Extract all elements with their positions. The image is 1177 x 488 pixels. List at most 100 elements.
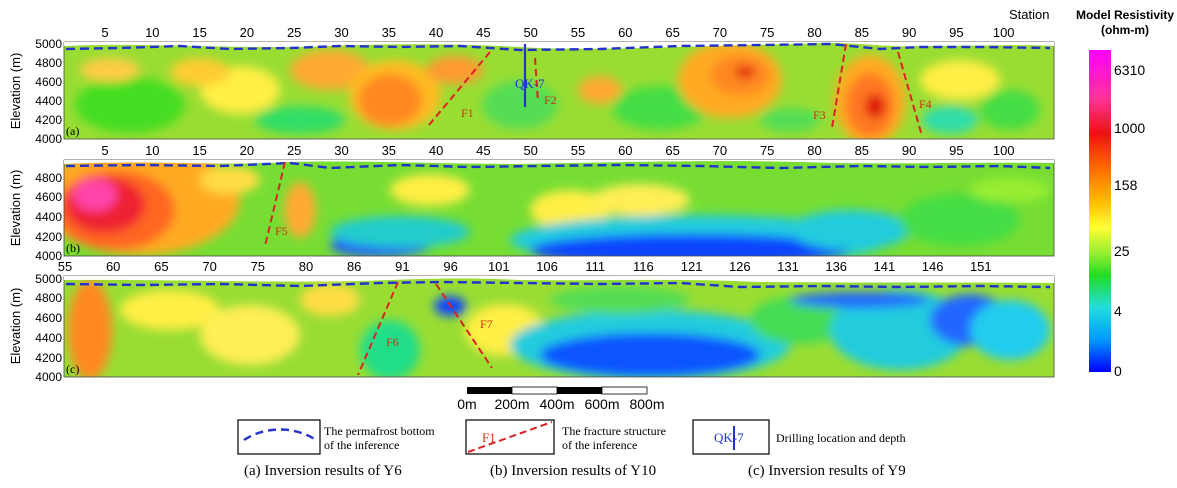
- colorbar-tick-label: 158: [1114, 177, 1138, 193]
- station-tick-label: 25: [287, 25, 301, 40]
- fault-line-f6: [357, 281, 399, 376]
- station-tick-label: 75: [760, 25, 774, 40]
- station-tick-label: 40: [429, 143, 443, 158]
- fault-label-f5: F5: [275, 224, 288, 238]
- station-tick-label: 80: [299, 259, 313, 274]
- caption-a: (a) Inversion results of Y6: [244, 463, 402, 479]
- station-tick-label: 95: [949, 143, 963, 158]
- scale-label: 200m: [494, 396, 529, 412]
- borehole-label: QK-7: [515, 76, 545, 91]
- elevation-tick-label: 4400: [35, 210, 62, 224]
- panel-a-topography: [64, 42, 1054, 49]
- legend-fracture-sample: F1: [482, 430, 496, 445]
- station-tick-label: 90: [902, 25, 916, 40]
- legend: The permafrost bottom of the inference F…: [237, 419, 906, 455]
- station-tick-label: 55: [58, 259, 72, 274]
- station-tick-label: 95: [949, 25, 963, 40]
- station-tick-label: 55: [571, 25, 585, 40]
- scale-labels: 0m 200m 400m 600m 800m: [457, 396, 664, 412]
- fault-line-f1: [428, 51, 491, 126]
- elevation-tick-label: 4800: [35, 291, 62, 305]
- panel-c-y-axis-label: Elevation (m): [8, 288, 23, 365]
- station-tick-label: 141: [874, 259, 896, 274]
- panel-a-station-ticks: 5 10 15 20 25 30 35 40 45 50 55 60 65 70 75 80 85 90 95 100: [101, 25, 1014, 40]
- station-tick-label: 106: [536, 259, 558, 274]
- fault-line-f5: [264, 161, 286, 247]
- station-tick-label: 65: [665, 25, 679, 40]
- panel-c-resistivity-section: [64, 276, 1054, 377]
- station-tick-label: 91: [395, 259, 409, 274]
- colorbar-tick-label: 0: [1114, 363, 1122, 379]
- station-tick-label: 35: [382, 143, 396, 158]
- station-tick-label: 50: [523, 143, 537, 158]
- scale-bar: 0m 200m 400m 600m 800m: [457, 386, 665, 412]
- station-tick-label: 151: [970, 259, 992, 274]
- fault-label-f7: F7: [480, 317, 493, 331]
- elevation-tick-label: 4600: [35, 190, 62, 204]
- station-tick-label: 30: [334, 25, 348, 40]
- elevation-tick-label: 5000: [35, 37, 62, 51]
- legend-fracture-swatch: [467, 421, 553, 453]
- panel-c-permafrost-line: [65, 280, 1051, 289]
- station-tick-label: 85: [855, 25, 869, 40]
- panel-b-tag: (b): [66, 241, 80, 255]
- scale-label: 800m: [629, 396, 664, 412]
- station-tick-label: 25: [287, 143, 301, 158]
- colorbar-unit: (ohm-m): [1101, 23, 1149, 37]
- elevation-tick-label: 5000: [35, 272, 62, 286]
- fault-label-f6: F6: [386, 335, 399, 349]
- panel-c-station-ticks: 55 60 65 70 75 80 86 91 96 101 106 111 116 121 126 131 1…: [58, 259, 992, 274]
- station-tick-label: 10: [145, 25, 159, 40]
- station-tick-label: 116: [633, 259, 654, 274]
- legend-permafrost-box: [237, 419, 321, 455]
- station-tick-label: 60: [618, 143, 632, 158]
- legend-fracture-line2: of the inference: [562, 438, 637, 452]
- station-tick-label: 60: [618, 25, 632, 40]
- elevation-tick-label: 4000: [35, 249, 62, 263]
- legend-drill-box: [692, 419, 770, 455]
- station-tick-label: 101: [488, 259, 510, 274]
- fault-line-f3: [831, 43, 847, 129]
- elevation-tick-label: 4200: [35, 351, 62, 365]
- station-tick-label: 60: [106, 259, 120, 274]
- station-tick-label: 146: [922, 259, 944, 274]
- station-tick-label: 50: [523, 25, 537, 40]
- station-tick-label: 136: [825, 259, 847, 274]
- legend-drill-sample: QK-7: [714, 430, 744, 445]
- panel-c-tag: (c): [66, 362, 79, 376]
- panel-a-permafrost-line: [65, 42, 1051, 52]
- station-tick-label: 65: [154, 259, 168, 274]
- colorbar-gradient: [1089, 50, 1111, 372]
- legend-fracture-line1: The fracture structure: [562, 424, 666, 438]
- fault-line-f2: [534, 57, 539, 103]
- station-tick-label: 70: [713, 143, 727, 158]
- panel-b-elevation-ticks: 4800 4600 4400 4200 4000: [35, 171, 62, 263]
- panel-b-resistivity-section: [64, 160, 1054, 256]
- panel-b-topography: [64, 160, 1054, 164]
- elevation-tick-label: 4800: [35, 56, 62, 70]
- station-tick-label: 96: [443, 259, 457, 274]
- fault-line-f7: [435, 283, 493, 369]
- elevation-tick-label: 4000: [35, 132, 62, 146]
- station-tick-label: 121: [681, 259, 703, 274]
- elevation-tick-label: 4400: [35, 94, 62, 108]
- caption-c: (c) Inversion results of Y9: [748, 463, 906, 479]
- elevation-tick-label: 4800: [35, 171, 62, 185]
- station-tick-label: 75: [251, 259, 265, 274]
- station-tick-label: 65: [665, 143, 679, 158]
- station-tick-label: 30: [334, 143, 348, 158]
- elevation-tick-label: 4200: [35, 230, 62, 244]
- station-tick-label: 20: [240, 25, 254, 40]
- station-tick-label: 70: [202, 259, 216, 274]
- fault-line-f4: [897, 51, 923, 137]
- panel-a: 5 10 15 20 25 30 35 40 45 50 55 60 65 70 75 80 85 90 95 100…: [8, 7, 1055, 146]
- station-tick-label: 20: [240, 143, 254, 158]
- elevation-tick-label: 4400: [35, 331, 62, 345]
- station-label: Station: [1009, 7, 1049, 22]
- fault-label-f4: F4: [919, 97, 932, 111]
- station-tick-label: 80: [807, 25, 821, 40]
- station-tick-label: 85: [855, 143, 869, 158]
- scale-label: 600m: [584, 396, 619, 412]
- station-tick-label: 35: [382, 25, 396, 40]
